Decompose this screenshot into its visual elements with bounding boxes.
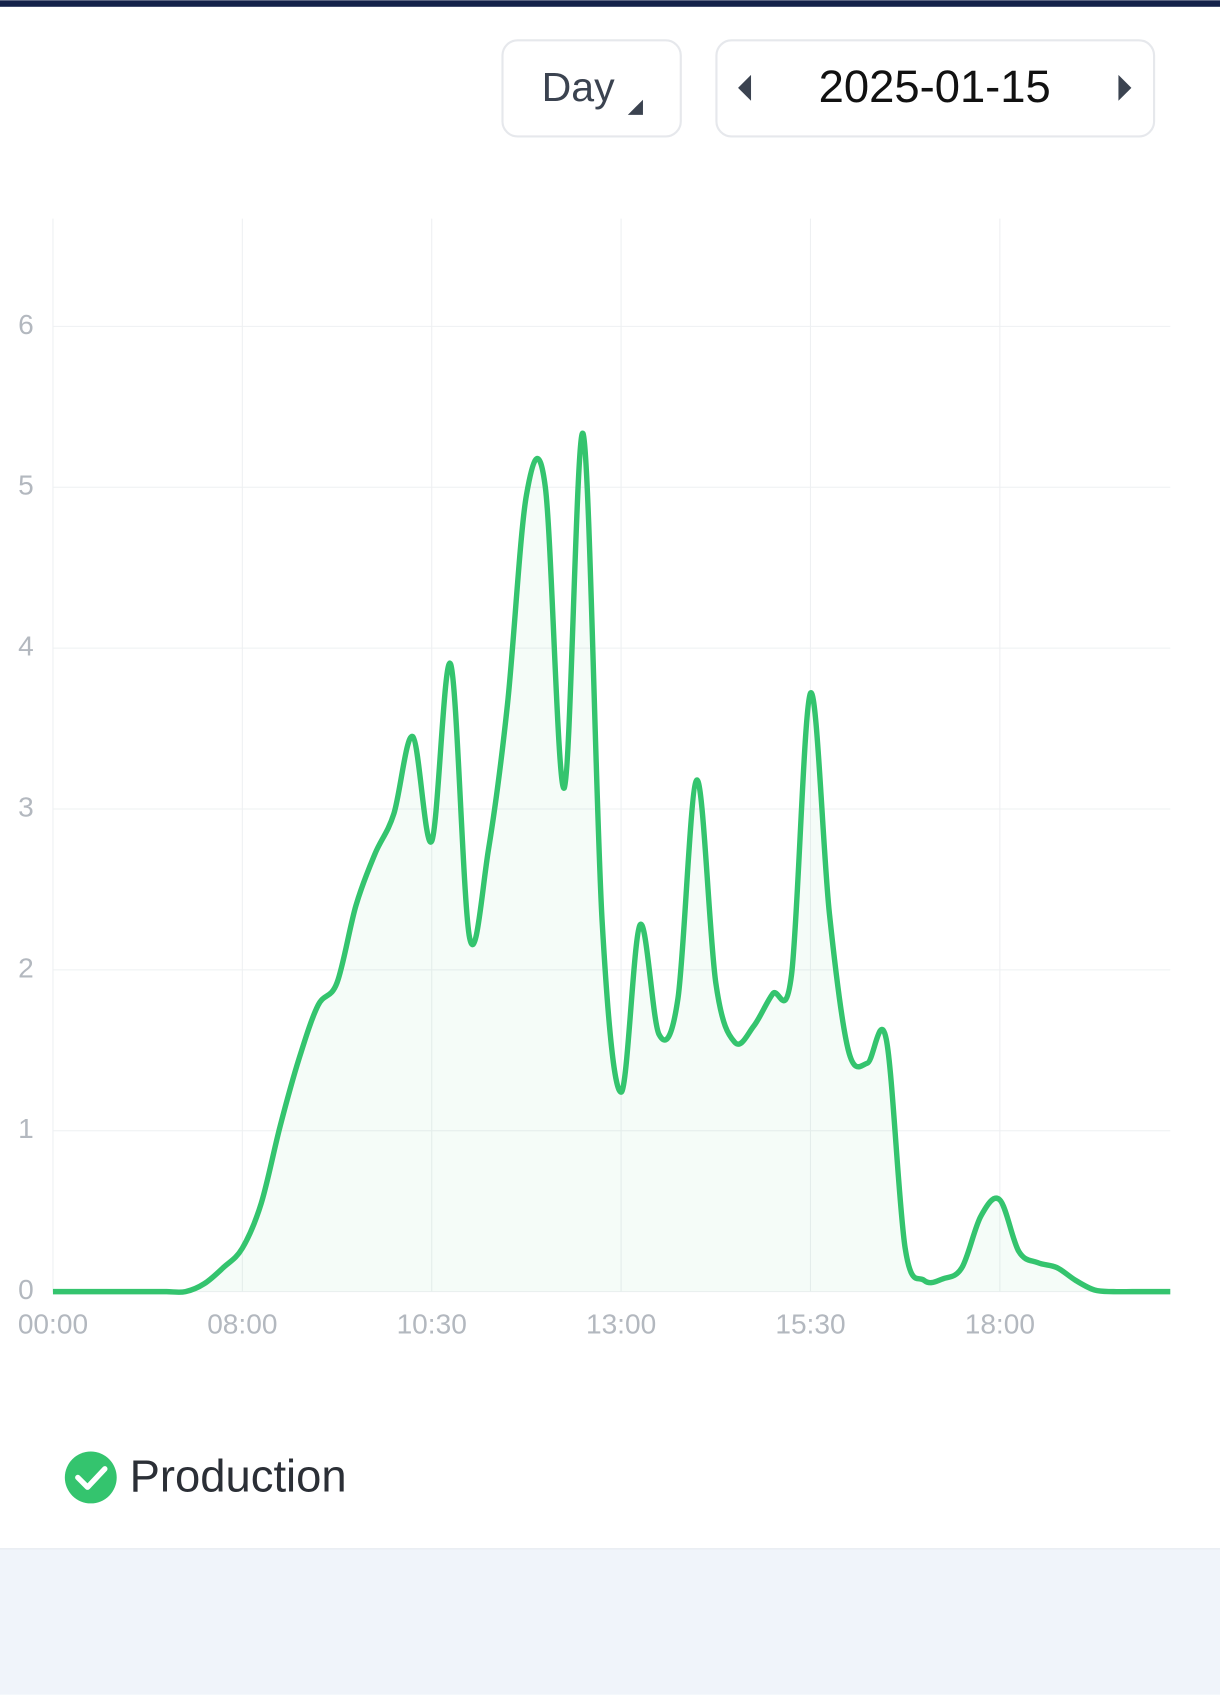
footer-area [0,1548,1220,1695]
legend-label[interactable]: Production [130,1451,347,1502]
legend[interactable]: Production [64,1451,347,1504]
y-tick-label: 6 [18,309,34,340]
x-tick-label: 08:00 [207,1309,277,1340]
line [52,430,1171,1295]
period-label[interactable]: Day [542,64,615,110]
y-tick-label: 2 [18,952,34,983]
x-tick-label: 18:00 [965,1309,1035,1340]
top-bar [0,0,1220,7]
next-date[interactable] [1118,74,1132,101]
period-select[interactable]: Day [501,39,682,138]
check-mark [75,1466,108,1490]
x-tick-label: 00:00 [18,1309,88,1340]
date-picker: 2025-01-15 [715,39,1156,138]
area [52,433,1171,1293]
x-tick-label: 15:30 [775,1309,845,1340]
x-tick-label: 13:00 [586,1309,656,1340]
y-tick-label: 3 [18,791,34,822]
date-box [715,39,1156,138]
chart: 00:00 08:00 10:30 13:00 15:30 18:00 0 1 2 3 4 5 6 [18,218,1171,1340]
y-tick-label: 0 [18,1274,34,1305]
prev-date[interactable] [738,74,752,101]
x-tick-label: 10:30 [397,1309,467,1340]
y-tick-label: 1 [18,1113,34,1144]
y-tick-label: 5 [18,470,34,501]
date-label: 2025-01-15 [819,61,1051,112]
legend-check[interactable] [64,1451,117,1504]
y-tick-label: 4 [18,631,34,662]
